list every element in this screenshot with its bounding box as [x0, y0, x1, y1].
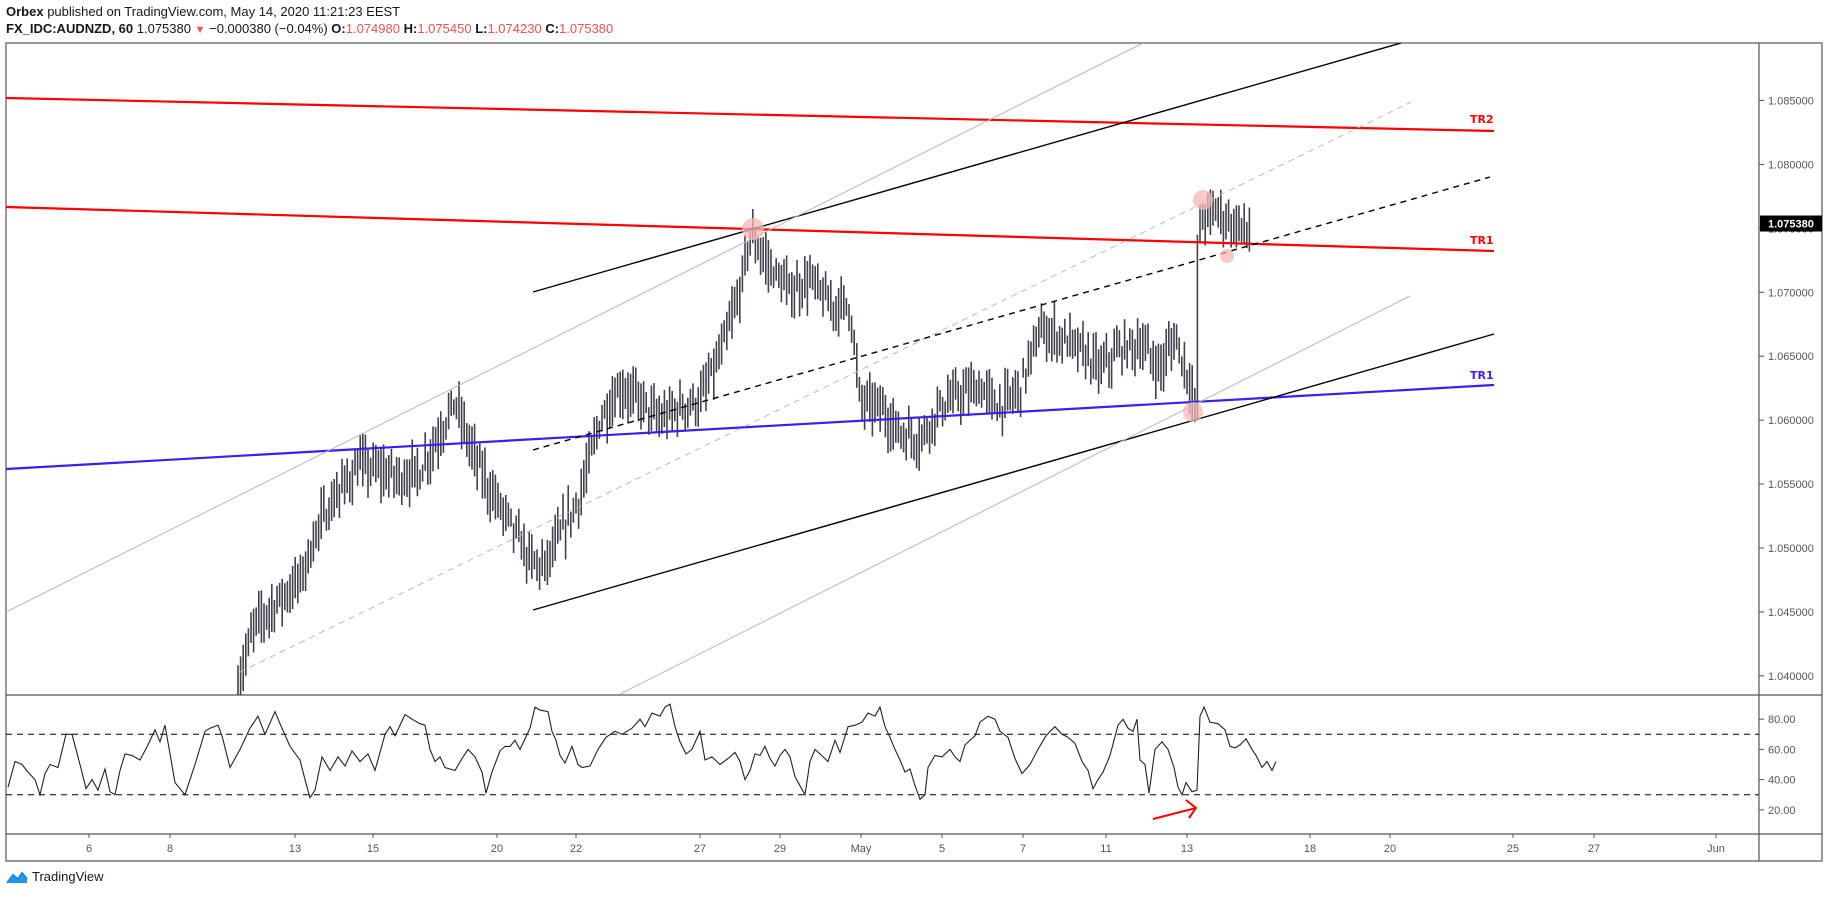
down-triangle-icon: ▼ — [194, 24, 206, 36]
last-price: 1.075380 — [136, 21, 191, 36]
symbol-label[interactable]: FX_IDC:AUDNZD, 60 — [6, 21, 134, 36]
trendline[interactable] — [532, 43, 1402, 293]
highlight-circle[interactable] — [1193, 190, 1213, 210]
highlight-circle[interactable] — [1183, 402, 1203, 422]
rsi-tick-label: 60.00 — [1768, 744, 1796, 756]
high-value: 1.075450 — [417, 21, 472, 36]
time-tick-label: 13 — [289, 843, 301, 855]
price-tick-label: 1.080000 — [1768, 159, 1814, 171]
time-tick-label: 27 — [1588, 843, 1600, 855]
time-tick-label: 11 — [1100, 843, 1111, 855]
time-tick-label: 20 — [491, 843, 503, 855]
low-label: L: — [475, 21, 488, 36]
time-tick-label: 5 — [939, 843, 945, 855]
trendline[interactable] — [532, 333, 1495, 611]
time-tick-label: Jun — [1707, 843, 1725, 855]
red-arrow[interactable] — [1152, 807, 1197, 820]
trendline-label: TR1 — [1470, 234, 1494, 247]
price-change: −0.000380 (−0.04%) — [209, 21, 328, 36]
close-value: 1.075380 — [559, 21, 614, 36]
arrow-head-icon — [1185, 799, 1198, 819]
time-axis[interactable]: 6 8 13 15 20 22 27 29 May 5 7 11 13 18 20 25 27 Jun — [86, 834, 1725, 855]
price-tick-label: 1.050000 — [1768, 543, 1814, 555]
trendline-tr1-support[interactable] — [6, 383, 1495, 471]
time-tick-label: 15 — [367, 843, 379, 855]
low-value: 1.074230 — [487, 21, 542, 36]
price-plot-area[interactable]: TR2 TR1 TR1 — [6, 43, 1495, 705]
time-tick-label: 22 — [570, 843, 582, 855]
time-tick-label: 8 — [167, 843, 173, 855]
current-price-badge — [1760, 215, 1822, 232]
highlight-circle[interactable] — [742, 218, 764, 240]
time-tick-label: 29 — [774, 843, 786, 855]
rsi-pane[interactable] — [6, 703, 1759, 820]
time-tick-label: 13 — [1181, 843, 1193, 855]
rsi-plot-area[interactable] — [6, 703, 1759, 820]
symbol-legend: FX_IDC:AUDNZD, 60 1.075380 ▼ −0.000380 (… — [6, 21, 613, 38]
time-tick-label: 18 — [1304, 843, 1316, 855]
publish-info: Orbex published on TradingView.com, May … — [6, 4, 400, 20]
current-price-label: 1.075380 — [1768, 219, 1814, 231]
time-tick-label: 6 — [86, 843, 92, 855]
chart-frame — [5, 42, 1823, 862]
published-text: published on TradingView.com, May 14, 20… — [47, 4, 401, 19]
highlight-circle[interactable] — [1220, 249, 1234, 263]
time-tick-label: 7 — [1020, 843, 1026, 855]
rsi-axis[interactable]: 80.00 60.00 40.00 20.00 — [1759, 714, 1796, 817]
price-tick-label: 1.065000 — [1768, 351, 1814, 363]
trendline-tr2-resistance[interactable] — [6, 96, 1495, 133]
rsi-line — [7, 703, 1277, 801]
trendline[interactable] — [6, 43, 1144, 613]
dashed-trendline[interactable] — [239, 101, 1412, 673]
time-tick-label: May — [851, 843, 872, 855]
high-label: H: — [403, 21, 418, 36]
price-tick-label: 1.055000 — [1768, 479, 1814, 491]
publisher-name: Orbex — [6, 4, 44, 19]
time-tick-label: 25 — [1507, 843, 1519, 855]
price-axis[interactable]: 1.0850001.0800001.0750001.0700001.065000… — [1759, 96, 1822, 683]
price-tick-label: 1.045000 — [1768, 607, 1814, 619]
rsi-tick-label: 40.00 — [1768, 775, 1796, 787]
ohlc-bars — [237, 189, 1251, 695]
price-tick-label: 1.085000 — [1768, 96, 1814, 108]
trendline-label: TR1 — [1470, 369, 1494, 382]
rsi-tick-label: 20.00 — [1768, 805, 1796, 817]
price-tick-label: 1.070000 — [1768, 287, 1814, 299]
price-tick-label: 1.040000 — [1768, 671, 1814, 683]
open-value: 1.074980 — [345, 21, 400, 36]
close-label: C: — [545, 21, 560, 36]
time-tick-label: 27 — [694, 843, 706, 855]
price-tick-label: 1.060000 — [1768, 415, 1814, 427]
price-pane[interactable]: TR2 TR1 TR1 — [6, 43, 1495, 705]
trendline-label: TR2 — [1470, 113, 1494, 126]
time-tick-label: 20 — [1384, 843, 1396, 855]
open-label: O: — [331, 21, 346, 36]
tradingview-brand[interactable]: TradingView — [6, 869, 104, 884]
dashed-trendline[interactable] — [532, 176, 1491, 451]
tradingview-cloud-icon — [6, 870, 28, 884]
chart-border — [5, 42, 1823, 862]
rsi-tick-label: 80.00 — [1768, 714, 1796, 726]
brand-name: TradingView — [32, 869, 104, 884]
trendline[interactable] — [619, 295, 1411, 695]
